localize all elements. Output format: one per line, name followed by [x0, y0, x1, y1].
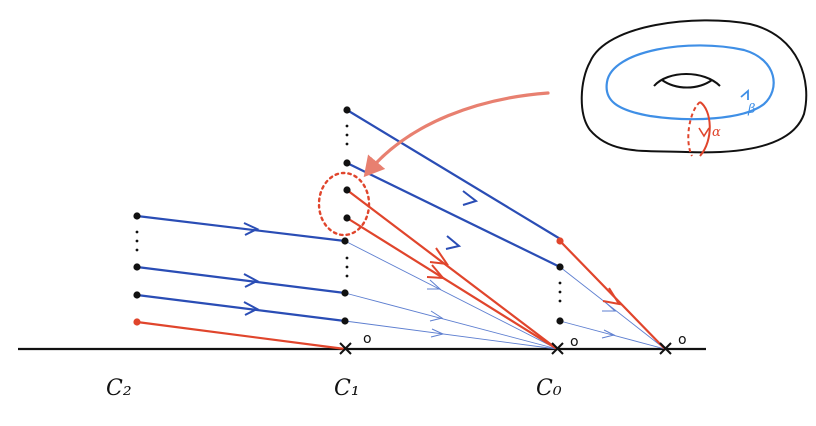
c2-ellipsis-dot	[135, 230, 139, 234]
c1-point	[343, 186, 351, 194]
c1-thin-edge	[344, 240, 558, 350]
c2-ellipsis-dot	[135, 239, 139, 243]
c2-blue-edge-1	[136, 214, 346, 243]
c1-blue-edge-2	[346, 162, 561, 268]
c0-point	[556, 237, 564, 245]
c2-point	[133, 291, 141, 299]
c2-blue-edge-3	[136, 293, 346, 323]
column-c1	[317, 106, 563, 350]
c0-red-arrow	[602, 287, 622, 306]
c1-thin-edge	[344, 292, 558, 350]
c1-point	[343, 214, 351, 222]
c1-arrow-2	[445, 235, 462, 250]
c2-arrow-2	[243, 273, 260, 288]
label-c0: C₀	[536, 376, 562, 401]
alpha-cycle-back	[687, 101, 701, 157]
c2-point	[133, 212, 141, 220]
c1-point	[341, 317, 349, 325]
alpha-cycle-front	[699, 101, 711, 157]
c0-thin-arrow	[602, 300, 617, 312]
c1-arrow-top	[462, 190, 479, 206]
c1-thin-arrow	[430, 328, 445, 338]
c1-point	[341, 237, 349, 245]
beta-cycle	[605, 44, 775, 121]
c1-ellipsis-dot	[345, 274, 349, 278]
c0-ellipsis-dot	[558, 299, 562, 303]
pointer-arrow	[363, 91, 550, 178]
base-cross-right	[659, 342, 672, 355]
c1-ellipsis-dot	[345, 142, 349, 146]
c0-thin-arrow	[601, 329, 616, 339]
c1-blue-edge-top	[346, 109, 563, 241]
c2-ellipsis-dot	[135, 248, 139, 252]
c2-arrow-1	[243, 222, 260, 236]
zero-label-c0: o	[570, 334, 579, 350]
zero-label-c1: o	[363, 331, 372, 347]
base-cross-c0	[551, 342, 564, 355]
c1-thin-arrow	[429, 310, 444, 322]
c1-thin-arrow	[427, 279, 442, 290]
torus-illustration: β α	[580, 19, 808, 157]
beta-label: β	[747, 102, 756, 117]
c0-point	[556, 317, 564, 325]
c1-point	[341, 289, 349, 297]
torus-hole-upper	[653, 73, 721, 87]
c1-ellipsis-dot	[345, 133, 349, 137]
c0-point	[556, 263, 564, 271]
label-c2: C₂	[106, 376, 132, 401]
beta-arrow-icon	[740, 89, 749, 100]
c0-ellipsis-dot	[558, 290, 562, 294]
c1-ellipsis-dot	[345, 265, 349, 269]
c1-red-edge-1	[346, 189, 558, 350]
alpha-arrow-icon	[698, 127, 710, 138]
c1-ellipsis-dot	[345, 124, 349, 128]
torus-outer-boundary	[580, 19, 808, 154]
c1-ellipsis-dot	[345, 256, 349, 260]
column-c0	[556, 237, 666, 350]
torus-hole-lower	[661, 79, 713, 89]
c0-ellipsis-dot	[558, 281, 562, 285]
alpha-label: α	[712, 125, 721, 140]
base-cross-c1	[339, 342, 352, 355]
column-c2	[133, 212, 346, 351]
c2-point	[133, 318, 141, 326]
c1-point	[343, 106, 351, 114]
c2-arrow-3	[243, 301, 260, 316]
highlight-circle	[317, 171, 371, 237]
c1-thin-edge	[344, 320, 558, 350]
c1-red-arrow-2	[426, 264, 446, 280]
label-c1: C₁	[334, 376, 360, 401]
c2-blue-edge-2	[136, 265, 346, 295]
c1-red-edge-2	[346, 217, 558, 350]
c2-point	[133, 263, 141, 271]
c1-red-arrow-1	[429, 247, 450, 266]
c2-red-edge	[136, 320, 346, 351]
c1-point	[343, 159, 351, 167]
zero-label-right: o	[678, 332, 687, 348]
c0-thin-edge	[559, 266, 666, 350]
